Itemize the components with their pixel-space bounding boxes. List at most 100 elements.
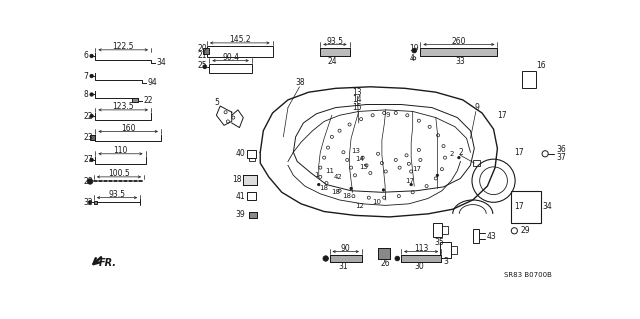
Circle shape [458, 157, 460, 159]
Circle shape [382, 189, 385, 191]
Bar [209, 64, 252, 73]
Text: 31: 31 [339, 262, 348, 271]
Text: 93.5: 93.5 [109, 190, 125, 199]
Bar [132, 98, 138, 102]
Text: 18: 18 [319, 185, 328, 191]
Text: 260: 260 [452, 37, 466, 46]
Text: 9: 9 [386, 112, 390, 118]
Text: 12: 12 [355, 203, 364, 209]
Text: 16: 16 [536, 61, 545, 70]
Text: 18: 18 [331, 189, 340, 195]
Text: SR83 B0700B: SR83 B0700B [504, 272, 552, 278]
Text: 160: 160 [121, 124, 136, 133]
Bar [250, 211, 257, 218]
Bar [451, 246, 458, 254]
Text: FR.: FR. [99, 258, 116, 268]
Text: 17: 17 [515, 148, 524, 157]
Bar [511, 191, 541, 223]
Text: 100.5: 100.5 [108, 169, 130, 178]
Text: 22: 22 [143, 96, 153, 105]
Bar [378, 249, 390, 259]
Circle shape [90, 93, 93, 96]
Text: 13: 13 [353, 88, 362, 97]
Bar [433, 223, 442, 237]
Bar [243, 175, 257, 185]
Text: 34: 34 [542, 203, 552, 211]
Text: 35: 35 [435, 238, 444, 247]
Text: 27: 27 [83, 155, 93, 164]
Bar [378, 249, 390, 259]
Text: 14: 14 [353, 95, 362, 104]
Bar [247, 150, 257, 158]
Text: 28: 28 [83, 177, 93, 186]
Text: 90.4: 90.4 [222, 53, 239, 62]
Circle shape [90, 158, 93, 162]
Text: 5: 5 [215, 98, 220, 107]
Text: 32: 32 [83, 198, 93, 207]
Circle shape [412, 48, 417, 53]
Bar [473, 160, 481, 166]
Text: 39: 39 [236, 210, 245, 219]
Text: 3: 3 [444, 257, 449, 266]
Bar [249, 158, 255, 161]
Text: 37: 37 [556, 153, 566, 162]
Text: 18: 18 [232, 175, 241, 184]
Text: 11: 11 [325, 168, 334, 174]
Bar [94, 201, 97, 204]
Text: 14: 14 [355, 156, 364, 162]
Circle shape [395, 256, 399, 261]
Circle shape [436, 174, 438, 176]
Text: 4: 4 [410, 54, 415, 63]
Circle shape [350, 187, 352, 189]
Text: 90: 90 [341, 244, 351, 253]
Text: 36: 36 [556, 145, 566, 154]
Bar [440, 242, 451, 258]
Text: 2: 2 [450, 151, 454, 157]
Text: 20: 20 [197, 44, 207, 53]
Text: 38: 38 [296, 78, 305, 87]
Text: 15: 15 [353, 103, 362, 112]
Text: 93.5: 93.5 [326, 37, 344, 46]
Text: 25: 25 [197, 62, 207, 70]
Bar [522, 71, 536, 88]
Text: 19: 19 [410, 44, 419, 53]
Text: 23: 23 [83, 133, 93, 142]
Text: 110: 110 [113, 146, 127, 155]
Bar [330, 256, 362, 262]
Text: 17: 17 [497, 111, 507, 120]
Bar [473, 229, 479, 243]
Text: 40: 40 [236, 149, 245, 158]
Text: 17: 17 [405, 178, 414, 184]
Bar [207, 46, 273, 57]
Circle shape [317, 183, 320, 186]
Bar [250, 211, 257, 218]
Text: 21: 21 [197, 51, 207, 60]
Text: 43: 43 [486, 232, 497, 241]
Bar [420, 48, 497, 56]
Text: 42: 42 [333, 174, 342, 180]
Text: 113: 113 [414, 244, 428, 253]
Circle shape [90, 54, 93, 58]
Text: 22: 22 [83, 112, 93, 121]
Circle shape [88, 201, 92, 204]
Bar [243, 175, 257, 185]
Text: 17: 17 [413, 166, 422, 172]
Bar [320, 48, 349, 56]
Circle shape [90, 114, 93, 118]
Bar [420, 48, 497, 56]
Text: 10: 10 [372, 198, 381, 204]
Text: 41: 41 [236, 192, 245, 201]
Text: 6: 6 [83, 51, 88, 61]
Text: 122.5: 122.5 [113, 42, 134, 51]
Text: 30: 30 [414, 262, 424, 271]
Text: 17: 17 [515, 202, 524, 211]
Circle shape [90, 74, 93, 78]
Text: 13: 13 [351, 148, 360, 154]
Text: 29: 29 [520, 226, 530, 235]
Circle shape [203, 65, 207, 69]
Bar [90, 135, 95, 140]
Text: 7: 7 [83, 71, 88, 80]
Circle shape [410, 183, 412, 186]
Text: 18: 18 [342, 193, 351, 199]
Bar [320, 48, 349, 56]
